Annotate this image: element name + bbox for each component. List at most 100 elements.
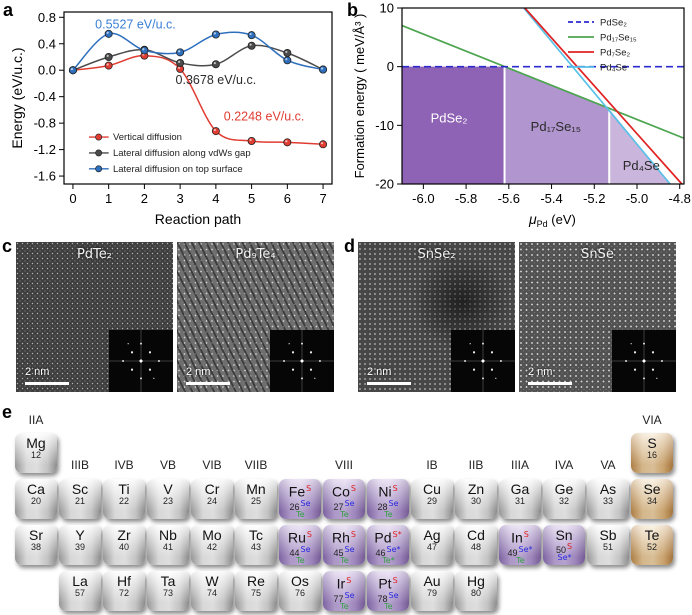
atomic-number: 73 (162, 588, 173, 598)
element-symbol: Re (247, 573, 265, 589)
region-label: Pd₄Se (623, 158, 660, 173)
element-mg: Mg 12 (15, 433, 57, 473)
legend-entry: Lateral diffusion along vdWs gap (113, 148, 251, 159)
svg-text:-1.2: -1.2 (34, 142, 56, 157)
atomic-number: 22 (118, 496, 129, 506)
element-symbol: Se (643, 481, 661, 497)
element-symbol: Ti (118, 481, 130, 497)
element-cu: Cu 29 (411, 479, 453, 519)
element-hf: Hf 72 (103, 571, 145, 611)
panel-a-chart: 0 1 2 3 4 5 6 7 0.8 0.4 0.0 -0.4 -0.8 -1.2 -1.6 Energy … (8, 0, 342, 237)
group-header-vib: VIB (202, 458, 222, 472)
svg-text:0.4: 0.4 (38, 36, 56, 51)
svg-text:6: 6 (284, 191, 291, 206)
atomic-number: 74 (206, 588, 217, 598)
tem-image-pd9te4: Pd₉Te₄ 2 nm (177, 242, 334, 392)
tem-image-pdte2: PdTe₂ 2 nm (16, 242, 173, 392)
element-symbol: Y (75, 527, 85, 543)
element-symbol: Ru (288, 529, 306, 546)
element-symbol: Sb (599, 527, 617, 543)
tem-image-snse: SnSe 2 nm (519, 242, 676, 392)
atomic-number: 33 (602, 496, 613, 506)
atomic-number: 12 (30, 450, 41, 460)
chalcogen-marker-se: Se (388, 590, 399, 600)
element-ca: Ca 20 (15, 479, 57, 519)
element-fe: FeS 26Se Te (279, 479, 321, 519)
chalcogen-marker-se: Se (344, 544, 355, 554)
atomic-number: 52 (646, 542, 657, 552)
atomic-number: 38 (30, 542, 41, 552)
element-symbol: In (511, 529, 523, 546)
phase-line-3 (523, 7, 671, 185)
panel-e-label: e (2, 402, 13, 422)
element-cd: Cd 48 (455, 525, 497, 565)
element-symbol: Ta (160, 573, 176, 589)
region-label: PdSe₂ (431, 110, 468, 125)
element-symbol: Ga (510, 481, 530, 497)
svg-text:3: 3 (177, 191, 184, 206)
periodic-table: IIA VIA IIIB IVB VB VIB VIIB VIII IB IIB IIIA IVA VA… (15, 414, 673, 611)
element-w: W 74 (191, 571, 233, 611)
element-symbol: Sr (29, 527, 43, 543)
element-symbol: Zr (117, 527, 131, 543)
element-symbol: Fe (288, 483, 306, 500)
chalcogen-marker-te: Te (340, 509, 349, 519)
group-header-ib: IB (426, 458, 438, 472)
stability-region-2 (609, 108, 671, 184)
element-mn: Mn 25 (235, 479, 277, 519)
chalcogen-marker-se: Se (344, 590, 355, 600)
atomic-number: 45 (333, 547, 344, 558)
chalcogen-marker-s: S* (392, 530, 402, 539)
atomic-number: 25 (250, 496, 261, 506)
atomic-number: 21 (74, 496, 85, 506)
atomic-number: 78 (377, 593, 388, 604)
chalcogen-marker-se: Se (300, 498, 311, 508)
chalcogen-marker-s: S (392, 576, 398, 585)
group-header-via: VIA (642, 413, 662, 427)
element-sn: Sn 50S Se* (543, 525, 585, 565)
barrier-annotation: 0.2248 eV/u.c. (224, 109, 305, 123)
atomic-number: 26 (289, 501, 300, 512)
scalebar: 2 nm (25, 362, 69, 385)
svg-text:2: 2 (141, 191, 148, 206)
element-in: InS 49Se* Te (499, 525, 541, 565)
element-s: S 16 (631, 433, 673, 473)
element-symbol: Sc (71, 481, 89, 497)
panel-d-label: d (344, 236, 355, 256)
chalcogen-marker-te: Te (296, 555, 305, 565)
svg-text:Energy (eV/u.c.): Energy (eV/u.c.) (9, 47, 25, 148)
atomic-number: 46 (375, 547, 386, 558)
scalebar: 2 nm (367, 362, 411, 385)
panel-b-chart: -6.0 -5.8 -5.6 -5.4 -5.2 -5.0 -4.8 10 0 -10 -20 For… (350, 0, 692, 237)
svg-text:-0.8: -0.8 (34, 116, 56, 131)
phase-line-1 (401, 24, 685, 140)
element-ag: Ag 47 (411, 525, 453, 565)
chalcogen-marker-te: Te (384, 601, 393, 611)
scalebar-line (25, 382, 69, 385)
chalcogen-marker-te: Te (340, 601, 349, 611)
svg-text:-4.8: -4.8 (669, 191, 691, 206)
chalcogen-marker-te: Te (296, 509, 305, 519)
scalebar-line (367, 382, 411, 385)
element-sr: Sr 38 (15, 525, 57, 565)
chalcogen-marker-te: Te (516, 555, 525, 565)
atomic-number: 27 (333, 501, 344, 512)
element-la: La 57 (59, 571, 101, 611)
region-label: Pd₁₇Se₁₅ (531, 119, 581, 134)
element-symbol: Te (644, 527, 660, 543)
energy-vs-reaction-path-plot: 0 1 2 3 4 5 6 7 0.8 0.4 0.0 -0.4 -0.8 -1.2 -1.6 Energy … (9, 10, 333, 227)
atomic-number: 76 (294, 588, 305, 598)
element-symbol: Pt (378, 575, 392, 592)
element-au: Au 79 (411, 571, 453, 611)
element-rh: RhS 45Se Te (323, 525, 365, 565)
scalebar-label: 2 nm (367, 366, 392, 378)
chalcogen-marker-se: Se* (557, 553, 572, 562)
chalcogen-marker-se: Se (388, 498, 399, 508)
legend-entry: Pd₇Se₂ (600, 48, 631, 59)
element-as: As 33 (587, 479, 629, 519)
svg-text:-5.6: -5.6 (498, 191, 520, 206)
element-sb: Sb 51 (587, 525, 629, 565)
svg-text:-5.4: -5.4 (540, 191, 562, 206)
svg-text:-5.8: -5.8 (455, 191, 477, 206)
